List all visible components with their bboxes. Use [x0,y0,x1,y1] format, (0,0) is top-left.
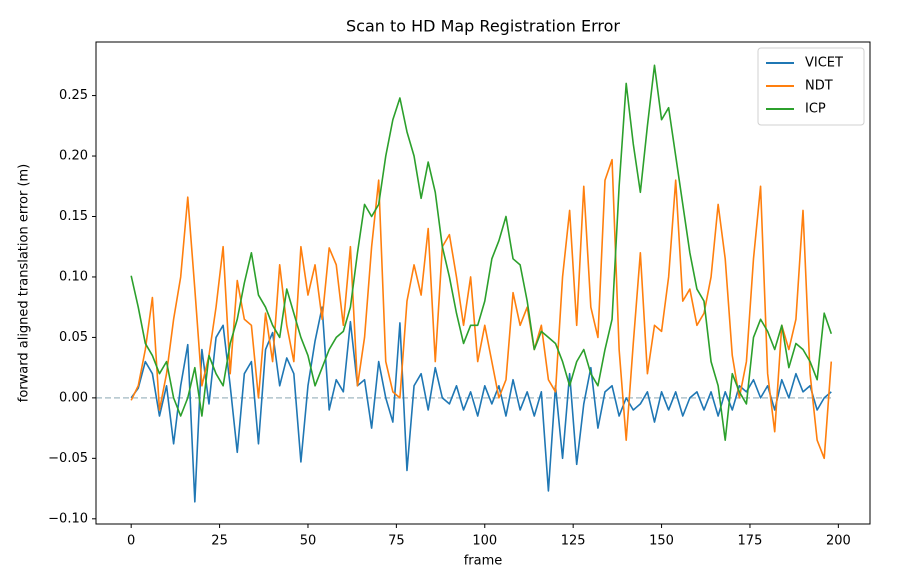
legend-box [757,47,865,126]
y-tick-label: 0.10 [59,269,88,284]
y-tick-label: 0.25 [59,88,88,103]
legend-label: VICET [805,56,843,71]
legend-label: ICP [805,102,826,117]
y-tick-label: −0.10 [48,511,88,526]
y-tick-label: −0.05 [48,451,88,466]
x-tick-label: 75 [388,534,405,549]
series-line [130,64,833,441]
x-tick-label: 50 [300,534,317,549]
y-tick-label: 0.00 [59,390,88,405]
y-tick-label: 0.15 [59,209,88,224]
series-line [130,306,832,503]
x-tick-label: 100 [472,534,497,549]
series-line [130,158,833,460]
x-tick-label: 25 [211,534,228,549]
legend-label: NDT [805,79,833,94]
y-axis-label: forward aligned translation error (m) [17,164,32,402]
x-tick-label: 150 [649,534,674,549]
x-tick-label: 125 [561,534,586,549]
x-tick-label: 0 [127,534,135,549]
y-tick-label: 0.20 [59,149,88,164]
plot-frame [95,41,871,525]
x-tick-label: 200 [826,534,851,549]
x-tick-label: 175 [738,534,763,549]
chart-title: Scan to HD Map Registration Error [346,17,620,36]
y-tick-label: 0.05 [59,330,88,345]
x-axis-label: frame [464,554,503,569]
